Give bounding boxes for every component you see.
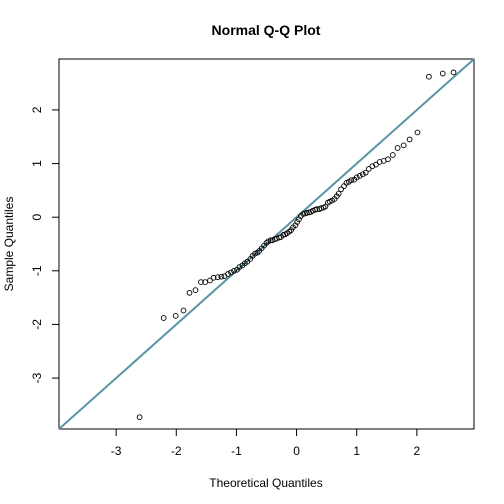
data-point [450, 69, 457, 76]
x-axis: -3 -2 -1 0 1 2 [111, 428, 421, 458]
x-tick-label: -2 [171, 444, 182, 458]
y-tick-label: 2 [30, 106, 44, 113]
data-point [369, 163, 376, 170]
x-tick-label: 2 [414, 444, 421, 458]
data-point [414, 129, 421, 136]
data-point [180, 307, 187, 314]
y-axis-label: Sample Quantiles [2, 197, 16, 292]
data-point [400, 142, 407, 149]
data-point [263, 240, 270, 246]
data-point [254, 249, 261, 256]
data-point [394, 145, 401, 151]
y-tick-label: 0 [30, 214, 44, 221]
reference-line [58, 58, 475, 430]
x-axis-label: Theoretical Quantiles [209, 476, 322, 490]
data-point [373, 161, 379, 168]
x-tick-label: -3 [111, 444, 122, 458]
data-point [172, 313, 179, 319]
data-point [406, 136, 413, 143]
data-point [202, 279, 209, 285]
data-point [426, 73, 432, 80]
data-point [236, 264, 243, 270]
data-point [359, 171, 366, 178]
data-point [228, 269, 234, 276]
x-tick-label: -1 [231, 444, 242, 458]
data-point [296, 216, 302, 223]
data-point [341, 183, 347, 189]
data-point [225, 271, 231, 277]
data-point [439, 70, 446, 77]
data-point [365, 166, 372, 172]
data-point [198, 279, 204, 285]
data-point [214, 274, 221, 281]
reference-line-layer [58, 58, 475, 430]
y-tick-label: -3 [30, 372, 44, 383]
x-tick-label: 0 [293, 444, 300, 458]
data-point [210, 274, 217, 281]
data-point [231, 267, 237, 274]
data-point [286, 228, 293, 235]
data-point [335, 190, 342, 197]
data-point [389, 152, 396, 158]
data-point [348, 177, 355, 184]
data-point [353, 174, 360, 181]
data-point [292, 222, 299, 229]
data-point [186, 289, 193, 296]
data-point [136, 414, 143, 421]
data-point [362, 169, 369, 176]
chart-title: Normal Q-Q Plot [212, 22, 321, 38]
y-tick-label: -2 [30, 319, 44, 330]
x-tick-label: 1 [353, 444, 360, 458]
y-tick-label: 1 [30, 160, 44, 167]
data-point [192, 287, 199, 293]
y-tick-label: -1 [30, 265, 44, 276]
data-point [160, 315, 167, 321]
data-point [207, 277, 213, 284]
data-point [385, 156, 391, 163]
y-axis: -3 -2 -1 0 1 2 [30, 106, 60, 383]
data-point [338, 186, 344, 193]
data-point [356, 173, 363, 179]
data-point [218, 273, 225, 280]
data-points-layer [136, 69, 457, 421]
